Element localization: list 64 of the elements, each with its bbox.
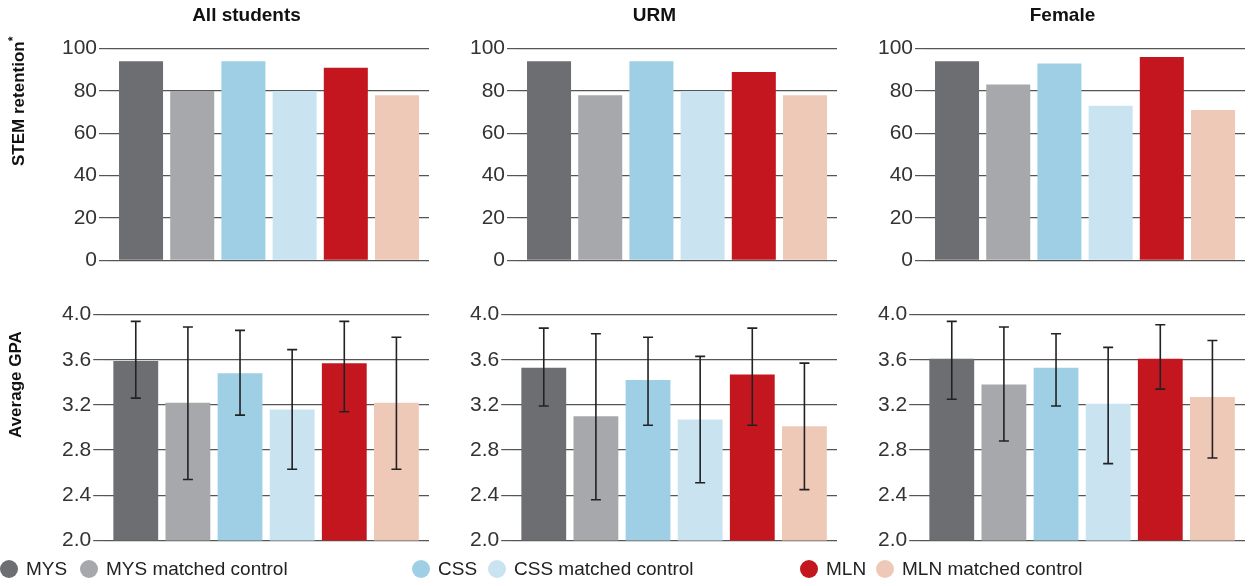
- legend-label: MYS matched control: [106, 558, 288, 580]
- y-axis-title: Average GPA: [6, 330, 26, 438]
- bar: [221, 61, 266, 260]
- y-tick-label: 60: [481, 120, 506, 144]
- legend-label: MLN matched control: [902, 558, 1083, 580]
- y-tick-label: 2.0: [61, 527, 92, 551]
- y-tick-label: 20: [889, 204, 914, 228]
- y-tick-label: 60: [889, 120, 914, 144]
- y-tick-label: 2.8: [469, 436, 500, 460]
- y-tick-label: 2.0: [469, 527, 500, 551]
- y-tick-label: 3.2: [469, 391, 500, 415]
- y-tick-label: 80: [481, 77, 506, 101]
- y-tick-label: 0: [493, 247, 506, 271]
- bar: [578, 95, 623, 260]
- legend-label: CSS: [438, 558, 478, 580]
- bar: [935, 61, 980, 260]
- bar: [1088, 105, 1133, 260]
- bar: [1037, 63, 1082, 260]
- y-tick-label: 4.0: [61, 301, 92, 325]
- chart-title: All students: [191, 4, 302, 26]
- bar: [731, 71, 776, 260]
- y-tick-label: 3.6: [469, 346, 500, 370]
- legend-label: CSS matched control: [514, 558, 694, 580]
- y-tick-label: 2.4: [469, 482, 500, 506]
- chart-title: URM: [631, 4, 678, 26]
- y-tick-label: 40: [73, 162, 98, 186]
- bar: [1139, 57, 1184, 260]
- y-tick-label: 0: [85, 247, 98, 271]
- bar: [272, 90, 317, 260]
- y-tick-label: 2.4: [877, 482, 908, 506]
- y-tick-label: 2.0: [877, 527, 908, 551]
- y-tick-label: 80: [73, 77, 98, 101]
- y-tick-label: 0: [901, 247, 914, 271]
- y-tick-label: 2.4: [61, 482, 92, 506]
- bar: [986, 84, 1031, 260]
- y-tick-label: 4.0: [469, 301, 500, 325]
- chart-title: Female: [1028, 4, 1097, 26]
- y-tick-label: 2.8: [61, 436, 92, 460]
- y-tick-label: 100: [469, 35, 506, 59]
- y-tick-label: 2.8: [877, 436, 908, 460]
- y-tick-label: 3.2: [61, 391, 92, 415]
- y-tick-label: 4.0: [877, 301, 908, 325]
- y-tick-label: 3.6: [877, 346, 908, 370]
- y-tick-label: 20: [481, 204, 506, 228]
- bar: [629, 61, 674, 260]
- y-tick-label: 3.6: [61, 346, 92, 370]
- legend-label: MYS: [26, 558, 68, 580]
- bar: [323, 67, 368, 260]
- y-tick-label: 3.2: [877, 391, 908, 415]
- bar: [1190, 110, 1236, 260]
- y-tick-label: 100: [61, 35, 98, 59]
- bar: [782, 95, 828, 260]
- y-tick-label: 60: [73, 120, 98, 144]
- y-tick-label: 80: [889, 77, 914, 101]
- y-tick-label: 40: [481, 162, 506, 186]
- bar: [170, 90, 215, 260]
- y-tick-label: 100: [877, 35, 914, 59]
- legend-label: MLN: [826, 558, 867, 580]
- bar: [119, 61, 164, 260]
- y-tick-label: 40: [889, 162, 914, 186]
- bar: [680, 90, 725, 260]
- bar: [527, 61, 572, 260]
- bar: [374, 95, 420, 260]
- y-tick-label: 20: [73, 204, 98, 228]
